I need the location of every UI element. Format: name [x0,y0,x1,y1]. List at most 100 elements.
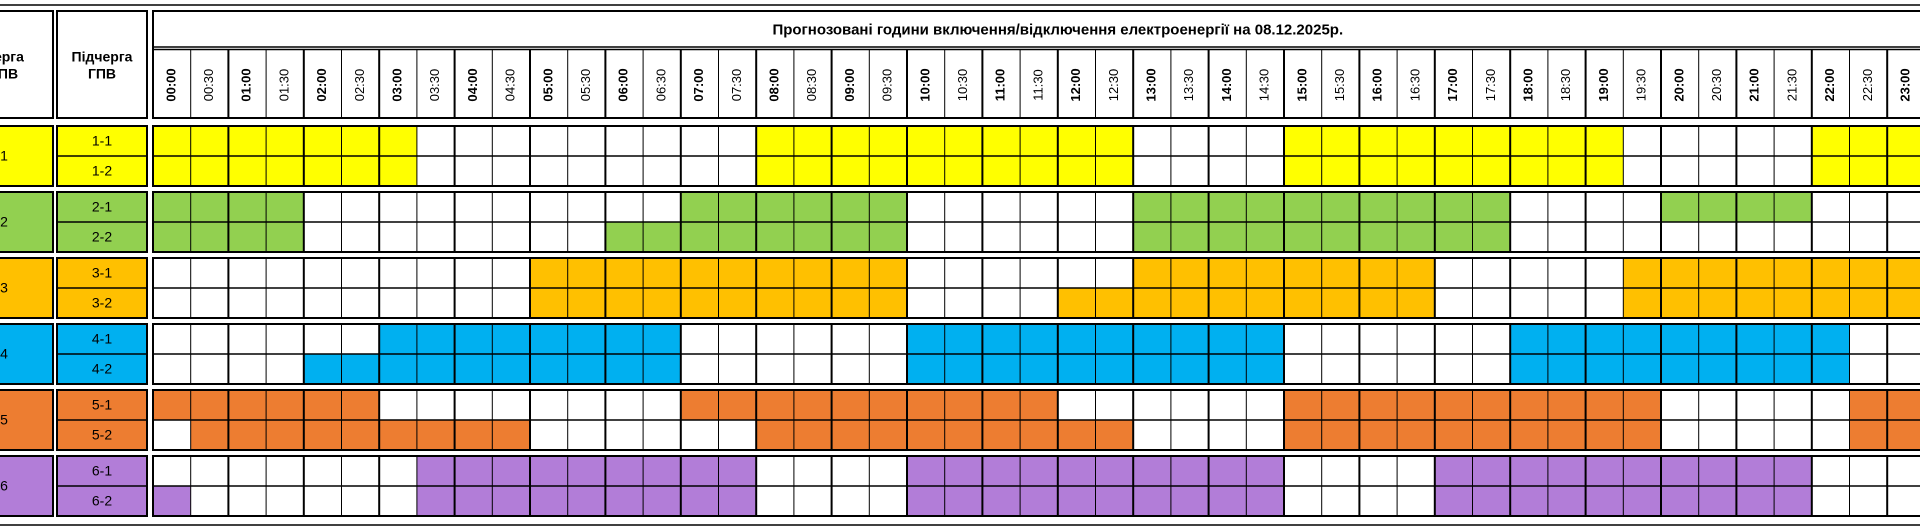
slot-cell [153,390,191,420]
slot-cell [190,126,229,156]
slot-cell [266,420,304,450]
slot-cell [1585,456,1624,486]
slot-cell [1811,258,1850,288]
slot-cell [1434,456,1473,486]
time-label: 23:00 [1897,68,1912,101]
slot-cell [831,192,870,222]
group-cell [0,125,54,187]
slot-cell [530,258,568,288]
slot-cell [1811,486,1850,516]
slot-cell [228,156,267,186]
slot-block [152,191,1920,253]
slot-cell [869,222,907,252]
slot-cell [567,258,606,288]
time-label: 11:30 [1030,69,1045,101]
time-label: 22:00 [1822,68,1837,101]
slot-cell [982,354,1021,384]
slot-cell [1547,192,1586,222]
slot-cell [869,258,907,288]
slot-cell [793,456,832,486]
slot-cell [944,288,983,318]
slot-cell [907,126,945,156]
time-label: 05:00 [540,68,555,101]
time-label: 13:30 [1181,69,1196,102]
slot-cell [1887,258,1920,288]
slot-cell [869,126,907,156]
slot-cell [1811,420,1850,450]
slot-cell [1359,288,1398,318]
slot-cell [982,258,1021,288]
time-label: 21:30 [1784,69,1799,102]
slot-cell [680,288,719,318]
slot-cell [1887,324,1920,354]
slot-cell [1321,390,1360,420]
slot-cell [379,126,417,156]
slot-cell [416,486,455,516]
slot-cell [266,156,304,186]
time-label: 02:30 [352,69,367,102]
slot-cell [831,156,870,186]
slot-cell [1359,354,1398,384]
subgroup-label: 3-1 [92,265,112,281]
slot-cell [1246,288,1284,318]
slot-cell [1057,222,1096,252]
slot-cell [1397,456,1435,486]
slot-cell [793,222,832,252]
subgroup-label: 4-2 [92,361,112,377]
slot-cell [530,456,568,486]
subgroup-label: 1-1 [92,133,112,149]
slot-cell [190,324,229,354]
slot-cell [266,192,304,222]
slot-cell [643,156,681,186]
time-label: 07:00 [691,68,706,101]
slot-cell [1397,156,1435,186]
slot-cell [1698,420,1737,450]
slot-cell [379,324,417,354]
slot-cell [1585,156,1624,186]
slot-cell [266,324,304,354]
slot-cell [1849,354,1888,384]
slot-cell [1434,126,1473,156]
slot-cell [680,456,719,486]
slot-cell [303,156,342,186]
slot-cell [1887,420,1920,450]
slot-cell [944,486,983,516]
slot-cell [1434,258,1473,288]
slot-cell [1849,456,1888,486]
slot-cell [416,192,455,222]
slot-cell [190,390,229,420]
slot-cell [1321,456,1360,486]
slot-cell [1020,354,1058,384]
slot-cell [1284,456,1322,486]
slot-cell [190,156,229,186]
slot-cell [1623,222,1661,252]
group-cell [0,323,54,385]
slot-cell [605,354,644,384]
slot-cell [1736,324,1775,354]
slot-cell [1133,354,1171,384]
slot-cell [454,222,493,252]
slot-cell [303,126,342,156]
slot-cell [1774,288,1812,318]
slot-cell [869,156,907,186]
slot-cell [718,192,757,222]
slot-cell [567,324,606,354]
slot-block [152,257,1920,319]
slot-cell [530,390,568,420]
slot-cell [1510,354,1548,384]
slot-cell [454,324,493,354]
slot-cell [1510,222,1548,252]
slot-cell [1774,486,1812,516]
time-label: 20:00 [1671,68,1686,101]
slot-cell [341,258,380,288]
slot-cell [1661,486,1699,516]
slot-cell [303,486,342,516]
slot-cell [379,288,417,318]
slot-cell [1133,192,1171,222]
slot-cell [1623,192,1661,222]
slot-cell [1736,288,1775,318]
slot-cell [1849,288,1888,318]
slot-cell [907,390,945,420]
slot-cell [1095,324,1134,354]
